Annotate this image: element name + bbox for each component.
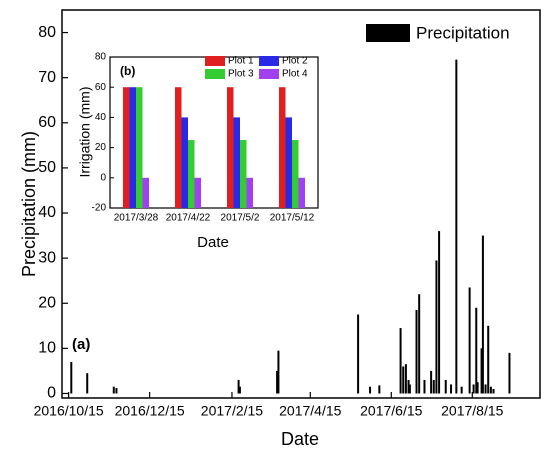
bar [492,388,495,394]
y-tick-label: 70 [38,69,56,86]
y-tick-label: 30 [38,249,56,266]
bar [472,384,475,394]
inset-annotation: (b) [120,64,135,78]
plot-frame [61,9,541,399]
bar [418,294,421,394]
inset-x-tick-label: 2017/4/22 [166,213,211,224]
inset-bar [181,117,188,208]
x-tick-label: 2016/12/15 [115,403,185,419]
bar [423,379,426,394]
x-tick-label: 2017/8/15 [441,403,503,419]
inset-x-tick-label: 2017/5/2 [221,213,260,224]
bar [237,379,240,394]
bar [399,328,402,394]
inset-legend-swatch [205,56,225,66]
inset-x-axis-title: Date [197,234,229,251]
bar [468,287,471,394]
inset-bar [123,87,130,208]
inset-y-tick-label: 80 [95,52,107,63]
inset-legend-label: Plot 2 [282,56,308,67]
bar [489,386,492,394]
bar [407,379,410,394]
inset-bar [298,177,305,208]
bar [481,235,484,394]
inset-y-axis-title: Irrigation (mm) [77,86,93,177]
bar [460,386,463,394]
legend-swatch [366,24,410,42]
bar [430,370,433,394]
bar [276,370,279,394]
y-axis-title: Precipitation (mm) [19,131,39,277]
inset-legend-swatch [259,56,279,66]
inset-y-tick-label: 60 [95,82,107,93]
bar [357,314,360,394]
inset-bar [292,140,299,208]
y-tick-label: 60 [38,114,56,131]
bar [86,373,89,394]
bar [112,386,115,394]
x-tick-label: 2017/2/15 [201,403,263,419]
y-tick-label: 20 [38,294,56,311]
bar [438,231,441,394]
bar [484,384,487,394]
y-tick-label: 10 [38,340,56,357]
bar [444,379,447,394]
inset-x-tick-label: 2017/3/28 [114,213,159,224]
inset-legend-swatch [259,69,279,79]
inset-x-tick-label: 2017/5/12 [270,213,315,224]
inset-legend-label: Plot 3 [228,69,254,80]
inset-bar [175,87,182,208]
inset-bar [233,117,240,208]
annotation: (a) [72,336,90,353]
inset-bar [136,87,143,208]
legend-label: Precipitation [416,23,510,42]
inset-legend-label: Plot 1 [228,56,254,67]
inset-bar [129,87,136,208]
inset-bar [285,117,292,208]
inset-bar [188,140,195,208]
bar [455,59,458,394]
inset-legend-swatch [205,69,225,79]
bar [480,348,483,394]
bar [277,350,280,394]
inset-bar [142,177,149,208]
x-tick-label: 2016/10/15 [34,403,104,419]
inset-y-tick-label: 40 [95,112,107,123]
y-tick-label: 50 [38,159,56,176]
inset-bar [279,87,286,208]
inset-y-tick-label: 20 [95,142,107,153]
y-tick-label: 40 [38,204,56,221]
inset-y-tick-label: -20 [92,203,107,214]
bar [476,382,479,394]
bar [369,386,372,394]
x-axis-title: Date [281,429,319,449]
bar [404,364,407,394]
y-tick-label: 0 [47,385,56,402]
bar [408,384,411,394]
y-tick-label: 80 [38,24,56,41]
bar [435,260,438,394]
bar [402,366,405,394]
inset-legend-label: Plot 4 [282,69,308,80]
bar [415,310,418,394]
bar [487,325,490,394]
inset-bar [227,87,234,208]
bar [450,384,453,394]
inset-bar [194,177,201,208]
inset-bar [240,140,247,208]
inset-bar [246,177,253,208]
x-tick-label: 2017/4/15 [279,403,341,419]
bar [432,379,435,394]
bar [508,352,511,394]
bar [378,385,381,394]
bar [475,307,478,394]
inset-y-tick-label: 0 [100,172,106,183]
x-tick-label: 2017/6/15 [360,403,422,419]
bar [70,361,73,394]
bar [238,386,241,394]
bar [115,388,118,394]
